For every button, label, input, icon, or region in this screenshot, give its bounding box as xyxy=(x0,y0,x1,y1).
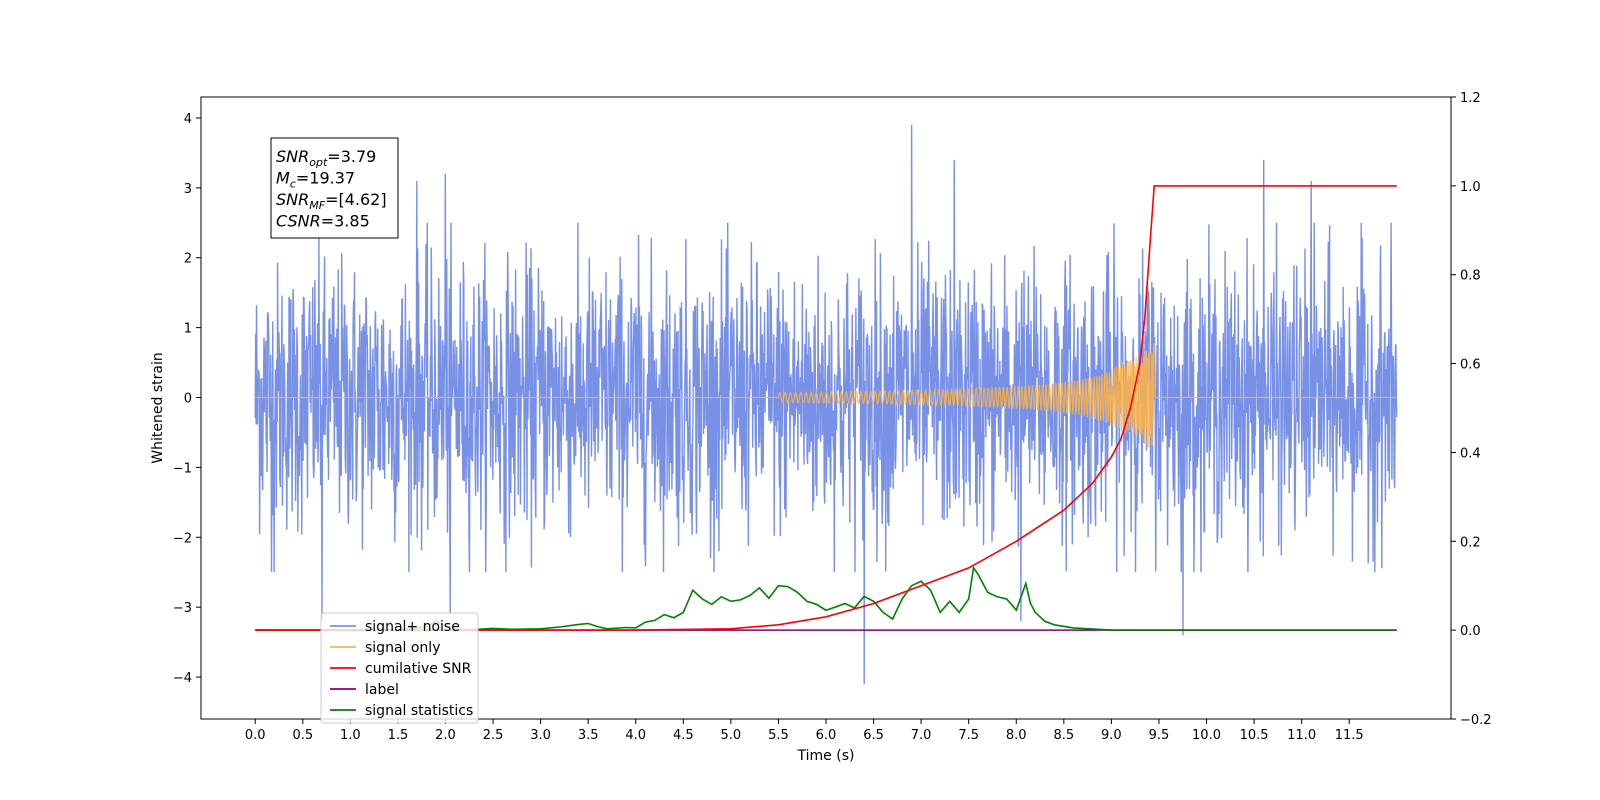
x-tick-label: 5.0 xyxy=(721,728,742,743)
legend-label: signal+ noise xyxy=(365,619,460,635)
y2-tick-label: 0.6 xyxy=(1460,358,1481,373)
annotation-line: SNRopt=3.79 xyxy=(276,147,376,169)
x-tick-label: 5.5 xyxy=(768,728,789,743)
x-tick-label: 8.5 xyxy=(1053,728,1074,743)
y-tick-label: 2 xyxy=(184,252,192,267)
legend-label: signal only xyxy=(365,640,440,656)
y-tick-label: 3 xyxy=(184,182,192,197)
series-layer xyxy=(254,124,1398,685)
y-tick-label: 0 xyxy=(184,392,192,407)
y2-tick-label: 0.0 xyxy=(1460,624,1481,639)
annotation-line: CSNR=3.85 xyxy=(276,212,370,231)
y-tick-label: 1 xyxy=(184,322,192,337)
y2-tick-label: 0.2 xyxy=(1460,535,1481,550)
legend: signal+ noise signal only cumilative SNR la… xyxy=(320,612,479,724)
annotation-line: SNRMF=[4.62] xyxy=(276,190,387,212)
x-tick-label: 4.5 xyxy=(673,728,694,743)
x-tick-label: 10.5 xyxy=(1240,728,1269,743)
x-axis-label: Time (s) xyxy=(797,748,855,764)
y-tick-label: −2 xyxy=(173,531,192,546)
y-tick-label: −3 xyxy=(173,601,192,616)
x-tick-label: 1.5 xyxy=(388,728,409,743)
x-tick-label: 3.0 xyxy=(530,728,551,743)
series-signal-only xyxy=(255,343,1397,448)
legend-frame xyxy=(320,612,479,724)
x-tick-label: 4.0 xyxy=(625,728,646,743)
x-tick-label: 1.0 xyxy=(340,728,361,743)
x-axis: 0.0 0.5 1.0 1.5 2.0 2.5 3.0 3.5 4.0 4.5 5.0 5.5 6.0 6… xyxy=(245,719,1364,743)
x-tick-label: 0.0 xyxy=(245,728,266,743)
x-tick-label: 6.0 xyxy=(816,728,837,743)
x-tick-label: 8.0 xyxy=(1006,728,1027,743)
legend-label: signal statistics xyxy=(365,703,473,719)
series-cumulative-snr xyxy=(255,185,1397,631)
annotation-line: Mc=19.37 xyxy=(276,169,355,191)
x-tick-label: 11.5 xyxy=(1335,728,1364,743)
y2-tick-label: 1.2 xyxy=(1460,91,1481,106)
legend-label: cumilative SNR xyxy=(365,661,472,677)
x-tick-label: 11.0 xyxy=(1287,728,1316,743)
x-tick-label: 3.5 xyxy=(578,728,599,743)
y-axis-left: −4 −3 −2 −1 0 1 2 3 4 xyxy=(173,112,201,686)
x-tick-label: 9.5 xyxy=(1149,728,1170,743)
y2-tick-label: −0.2 xyxy=(1460,713,1492,728)
y2-tick-label: 0.4 xyxy=(1460,446,1481,461)
x-tick-label: 2.0 xyxy=(435,728,456,743)
y-tick-label: −4 xyxy=(173,671,192,686)
x-tick-label: 7.5 xyxy=(958,728,979,743)
y-axis-right: −0.2 0.0 0.2 0.4 0.6 0.8 1.0 1.2 xyxy=(1451,91,1492,728)
x-tick-label: 10.0 xyxy=(1192,728,1221,743)
annotation-frame xyxy=(270,137,399,239)
y-tick-label: 4 xyxy=(184,112,192,127)
series-signal-statistics xyxy=(255,565,1397,631)
y-tick-label: −1 xyxy=(173,461,192,476)
x-tick-label: 0.5 xyxy=(292,728,313,743)
x-tick-label: 6.5 xyxy=(863,728,884,743)
y2-tick-label: 0.8 xyxy=(1460,269,1481,284)
x-tick-label: 9.0 xyxy=(1101,728,1122,743)
series-signal-noise xyxy=(254,124,1398,685)
x-tick-label: 7.0 xyxy=(911,728,932,743)
y2-tick-label: 1.0 xyxy=(1460,180,1481,195)
x-tick-label: 2.5 xyxy=(483,728,504,743)
legend-label: label xyxy=(365,682,399,698)
y-axis-label: Whitened strain xyxy=(150,352,166,463)
